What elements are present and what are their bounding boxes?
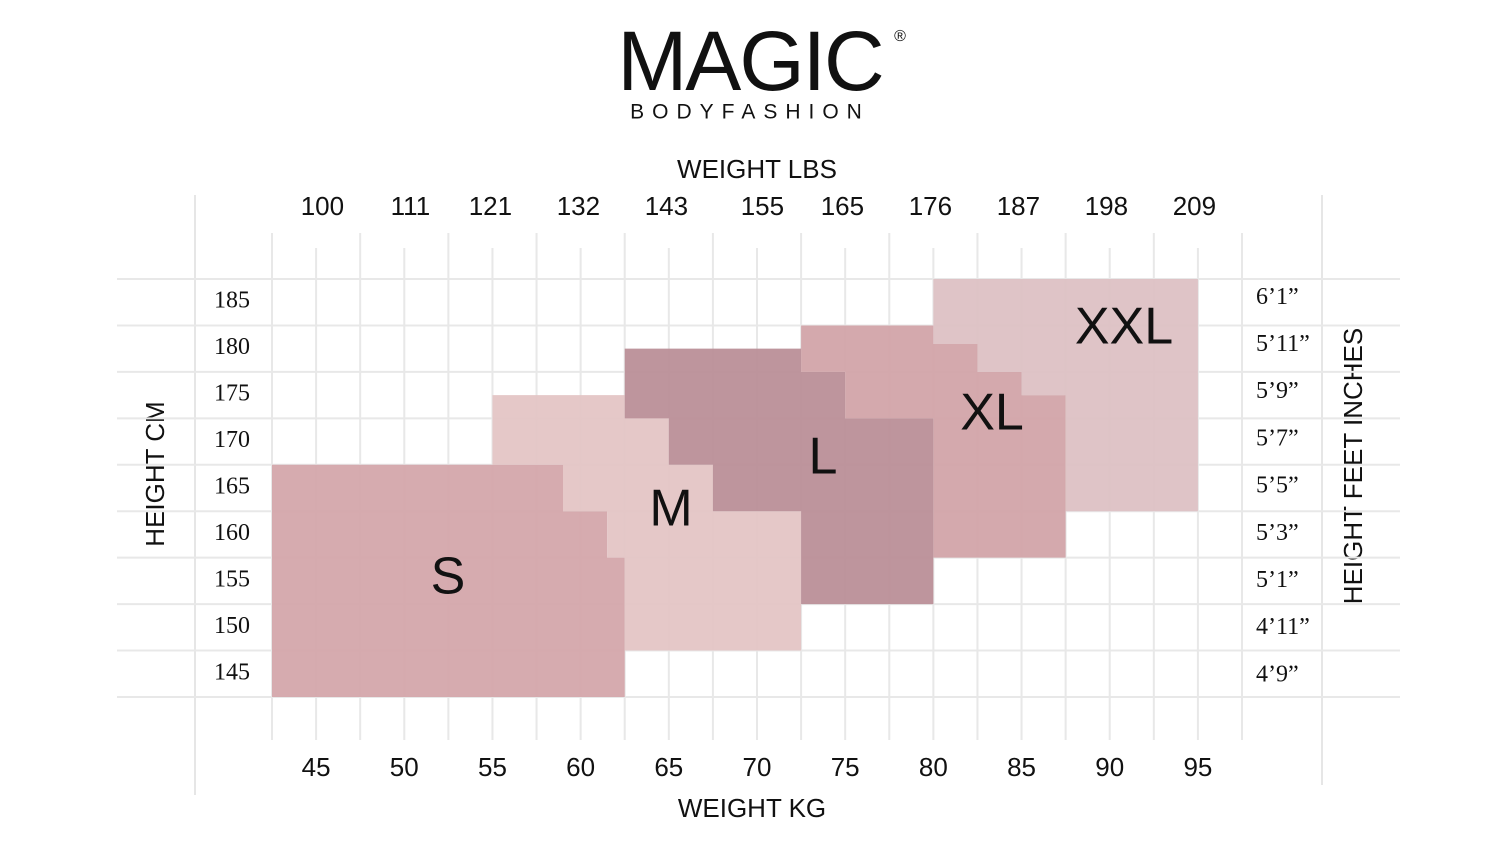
size-label: XXL bbox=[1075, 298, 1173, 356]
y-tick-label: 180 bbox=[214, 334, 250, 360]
size-region bbox=[492, 395, 802, 651]
size-region bbox=[801, 325, 1066, 558]
size-region bbox=[272, 464, 625, 697]
size-region bbox=[933, 279, 1198, 512]
y-tick-label: 170 bbox=[214, 427, 250, 453]
x-tick-label: 50 bbox=[390, 752, 419, 782]
x-tick-label: 65 bbox=[654, 752, 683, 782]
x-tick-label: 90 bbox=[1095, 752, 1124, 782]
y-tick-label: 185 bbox=[214, 288, 250, 314]
size-label: S bbox=[431, 548, 466, 606]
y2-tick-label: 5’5” bbox=[1256, 473, 1299, 499]
x2-tick-label: 165 bbox=[821, 191, 864, 221]
x2-tick-label: 187 bbox=[997, 191, 1040, 221]
x-tick-label: 55 bbox=[478, 752, 507, 782]
y2-title: HEIGHT FEET INCHES bbox=[1338, 328, 1368, 604]
x-title: WEIGHT KG bbox=[678, 793, 826, 823]
x2-tick-label: 155 bbox=[741, 191, 784, 221]
y2-tick-label: 5’11” bbox=[1256, 331, 1310, 357]
y2-tick-label: 6’1” bbox=[1256, 284, 1299, 310]
x-tick-label: 60 bbox=[566, 752, 595, 782]
x2-title: WEIGHT LBS bbox=[677, 154, 837, 184]
y-tick-label: 150 bbox=[214, 613, 250, 639]
x2-tick-label: 143 bbox=[645, 191, 688, 221]
x-tick-label: 45 bbox=[302, 752, 331, 782]
y2-tick-label: 5’3” bbox=[1256, 520, 1299, 546]
y-title: HEIGHT CM bbox=[140, 401, 170, 546]
x2-tick-label: 198 bbox=[1085, 191, 1128, 221]
y-tick-label: 155 bbox=[214, 566, 250, 592]
y2-tick-label: 5’1” bbox=[1256, 567, 1299, 593]
y2-tick-label: 4’9” bbox=[1256, 661, 1299, 687]
x2-tick-label: 209 bbox=[1173, 191, 1216, 221]
x-tick-label: 80 bbox=[919, 752, 948, 782]
x2-tick-label: 132 bbox=[557, 191, 600, 221]
size-label: L bbox=[809, 428, 838, 486]
x2-tick-label: 100 bbox=[301, 191, 344, 221]
size-label: M bbox=[649, 480, 692, 538]
logo-tagline: BODYFASHION bbox=[630, 101, 870, 124]
y-tick-label: 165 bbox=[214, 474, 250, 500]
y-tick-label: 175 bbox=[214, 381, 250, 407]
y-tick-label: 145 bbox=[214, 659, 250, 685]
y2-tick-label: 5’7” bbox=[1256, 425, 1299, 451]
x2-tick-label: 176 bbox=[909, 191, 952, 221]
x2-tick-label: 111 bbox=[391, 191, 431, 221]
logo-mark: ® bbox=[894, 28, 906, 45]
x-tick-label: 70 bbox=[743, 752, 772, 782]
size-region bbox=[624, 348, 934, 605]
logo-name: MAGIC bbox=[617, 14, 882, 108]
y2-tick-label: 5’9” bbox=[1256, 378, 1299, 404]
size-label: XL bbox=[960, 384, 1024, 442]
x-tick-label: 85 bbox=[1007, 752, 1036, 782]
x-tick-label: 75 bbox=[831, 752, 860, 782]
y2-tick-label: 4’11” bbox=[1256, 614, 1310, 640]
y-tick-label: 160 bbox=[214, 520, 250, 546]
x2-tick-label: 121 bbox=[469, 191, 512, 221]
x-tick-label: 95 bbox=[1183, 752, 1212, 782]
